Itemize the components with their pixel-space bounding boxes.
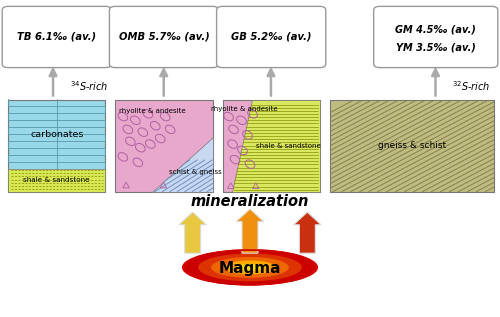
FancyArrow shape	[294, 212, 321, 253]
Text: carbonates: carbonates	[30, 130, 84, 139]
FancyBboxPatch shape	[110, 6, 218, 68]
FancyArrow shape	[179, 212, 206, 253]
Text: rhyolite & andesite: rhyolite & andesite	[210, 106, 278, 112]
Bar	[8, 100, 106, 192]
Text: shale & sandstone: shale & sandstone	[24, 177, 90, 183]
Bar	[330, 100, 494, 192]
Text: rhyolite & andesite: rhyolite & andesite	[119, 108, 186, 114]
Text: Magma: Magma	[219, 262, 281, 276]
Ellipse shape	[224, 261, 276, 274]
Ellipse shape	[211, 257, 289, 278]
Bar	[330, 100, 494, 192]
Text: schist & gneiss: schist & gneiss	[168, 169, 222, 174]
Ellipse shape	[182, 249, 318, 286]
FancyArrow shape	[236, 209, 264, 253]
Text: GM 4.5‰ (av.): GM 4.5‰ (av.)	[396, 24, 476, 35]
FancyBboxPatch shape	[216, 6, 326, 68]
FancyBboxPatch shape	[2, 6, 112, 68]
Ellipse shape	[198, 254, 302, 281]
Text: TB 6.1‰ (av.): TB 6.1‰ (av.)	[17, 32, 96, 42]
Text: $^{32}$S-rich: $^{32}$S-rich	[452, 79, 490, 93]
Ellipse shape	[237, 264, 263, 271]
Text: YM 3.5‰ (av.): YM 3.5‰ (av.)	[396, 43, 475, 53]
Bar	[116, 100, 212, 192]
Polygon shape	[232, 100, 320, 192]
Bar	[8, 169, 106, 192]
Text: GB 5.2‰ (av.): GB 5.2‰ (av.)	[231, 32, 312, 42]
Polygon shape	[152, 137, 212, 192]
Text: gneiss & schist: gneiss & schist	[378, 141, 446, 150]
Text: shale & sandstone: shale & sandstone	[256, 143, 321, 149]
Text: mineralization: mineralization	[191, 194, 309, 209]
Text: OMB 5.7‰ (av.): OMB 5.7‰ (av.)	[118, 32, 210, 42]
Ellipse shape	[185, 250, 315, 285]
Text: $^{34}$S-rich: $^{34}$S-rich	[70, 79, 108, 93]
Bar	[222, 100, 320, 192]
FancyBboxPatch shape	[374, 6, 498, 68]
